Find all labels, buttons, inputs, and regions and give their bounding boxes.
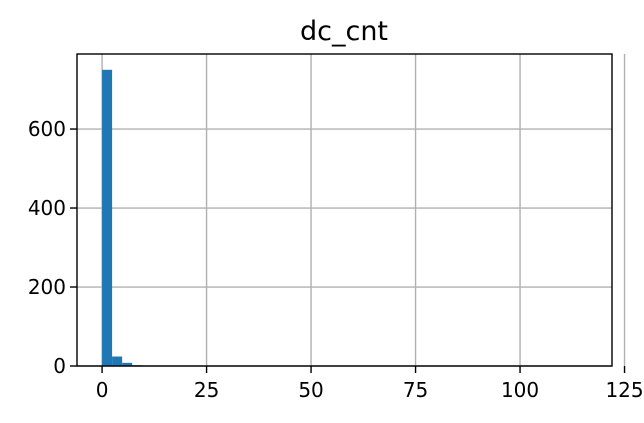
x-tick-label: 0 bbox=[96, 378, 109, 402]
x-tick-label: 125 bbox=[605, 378, 643, 402]
x-tick-label: 50 bbox=[298, 378, 323, 402]
x-tick-label: 75 bbox=[403, 378, 428, 402]
y-tick-label: 600 bbox=[28, 117, 66, 141]
y-tick-label: 200 bbox=[28, 275, 66, 299]
y-tick-label: 400 bbox=[28, 196, 66, 220]
x-tick-label: 100 bbox=[501, 378, 539, 402]
y-axis-ticks: 0 200 400 600 bbox=[28, 117, 77, 378]
x-tick-label: 25 bbox=[194, 378, 219, 402]
histogram-bar bbox=[112, 356, 123, 366]
y-tick-label: 0 bbox=[53, 354, 66, 378]
histogram-bar bbox=[102, 69, 113, 366]
x-axis-ticks: 0 25 50 75 100 125 bbox=[96, 366, 644, 402]
axes-frame bbox=[76, 53, 613, 367]
chart-title: dc_cnt bbox=[300, 16, 388, 47]
histogram-bar bbox=[122, 362, 133, 366]
